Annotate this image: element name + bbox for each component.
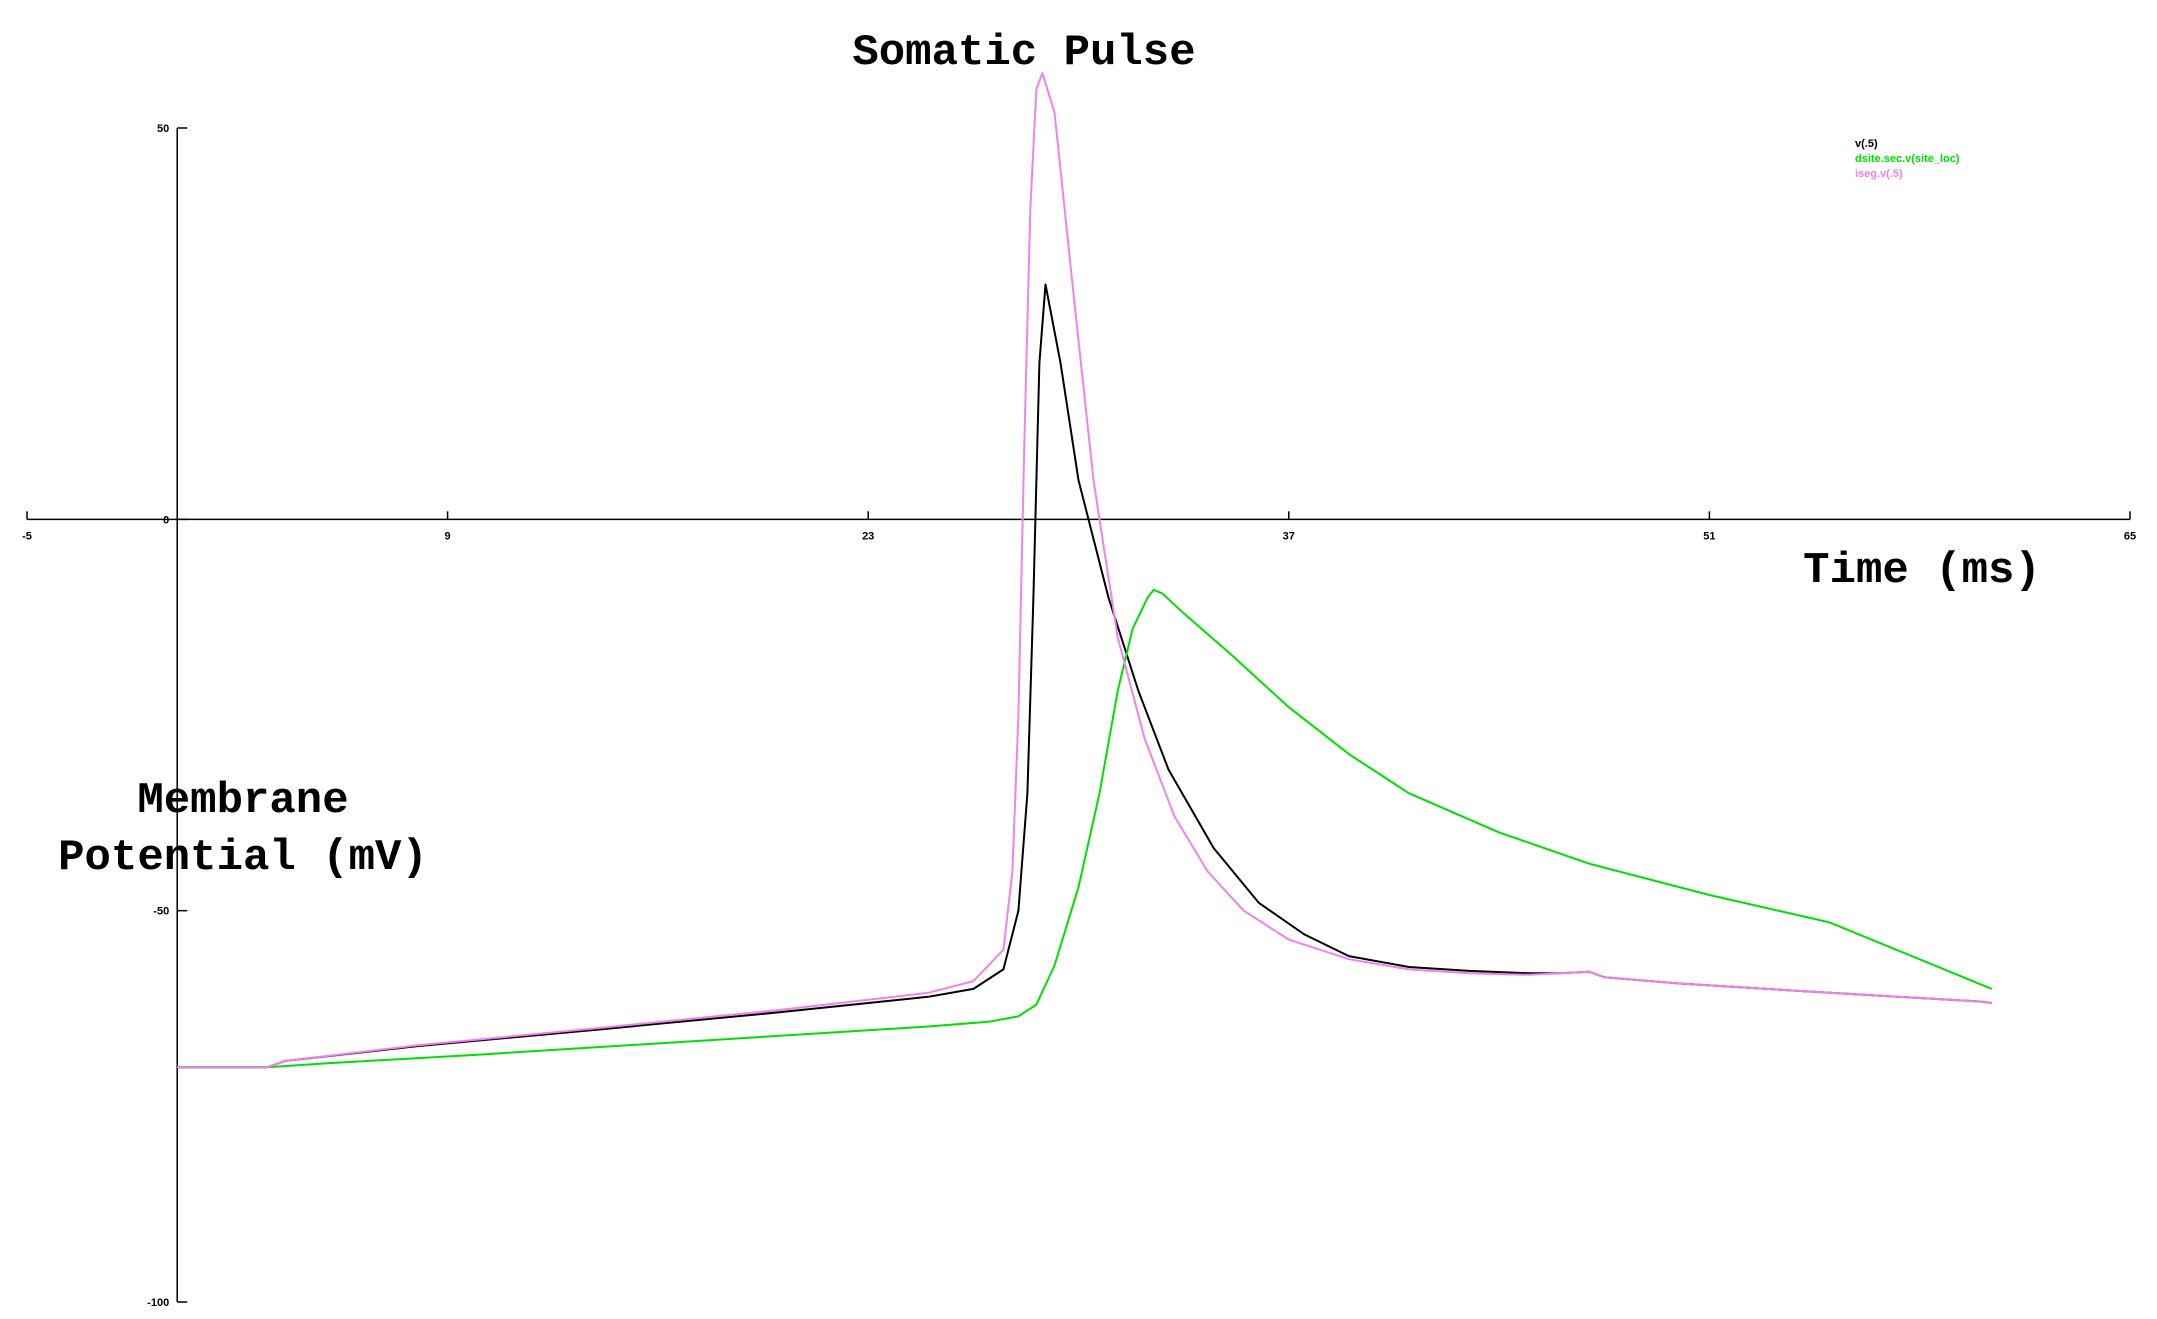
y-axis-label-line1: Membrane (137, 776, 348, 826)
x-tick-label: 65 (2124, 530, 2136, 542)
y-tick-label: 50 (157, 123, 169, 135)
chart-title: Somatic Pulse (852, 28, 1195, 78)
legend-entry-0: v(.5) (1855, 138, 1878, 150)
series-lines (177, 72, 1993, 1069)
y-tick-label: -100 (147, 1297, 169, 1309)
y-tick-label: 0 (163, 514, 169, 526)
x-tick-label: 37 (1283, 530, 1295, 542)
legend-entry-1: dsite.sec.v(site_loc) (1855, 153, 1960, 165)
x-tick-label: 51 (1703, 530, 1715, 542)
y-tick-label: -50 (153, 906, 169, 918)
x-tick-label: 9 (445, 530, 451, 542)
x-axis-label: Time (ms) (1803, 546, 2041, 596)
y-axis-label-line2: Potential (mV) (58, 833, 428, 883)
legend: v(.5) dsite.sec.v(site_loc) iseg.v(.5) (1855, 138, 1960, 180)
series-line-1 (177, 588, 1993, 1069)
x-tick-label: -5 (22, 530, 32, 542)
series-line-2 (177, 72, 1992, 1069)
legend-entry-2: iseg.v(.5) (1855, 168, 1903, 180)
x-tick-label: 23 (862, 530, 874, 542)
axes: -5 9 23 37 51 65 -100 -50 0 50 (22, 123, 2136, 1309)
